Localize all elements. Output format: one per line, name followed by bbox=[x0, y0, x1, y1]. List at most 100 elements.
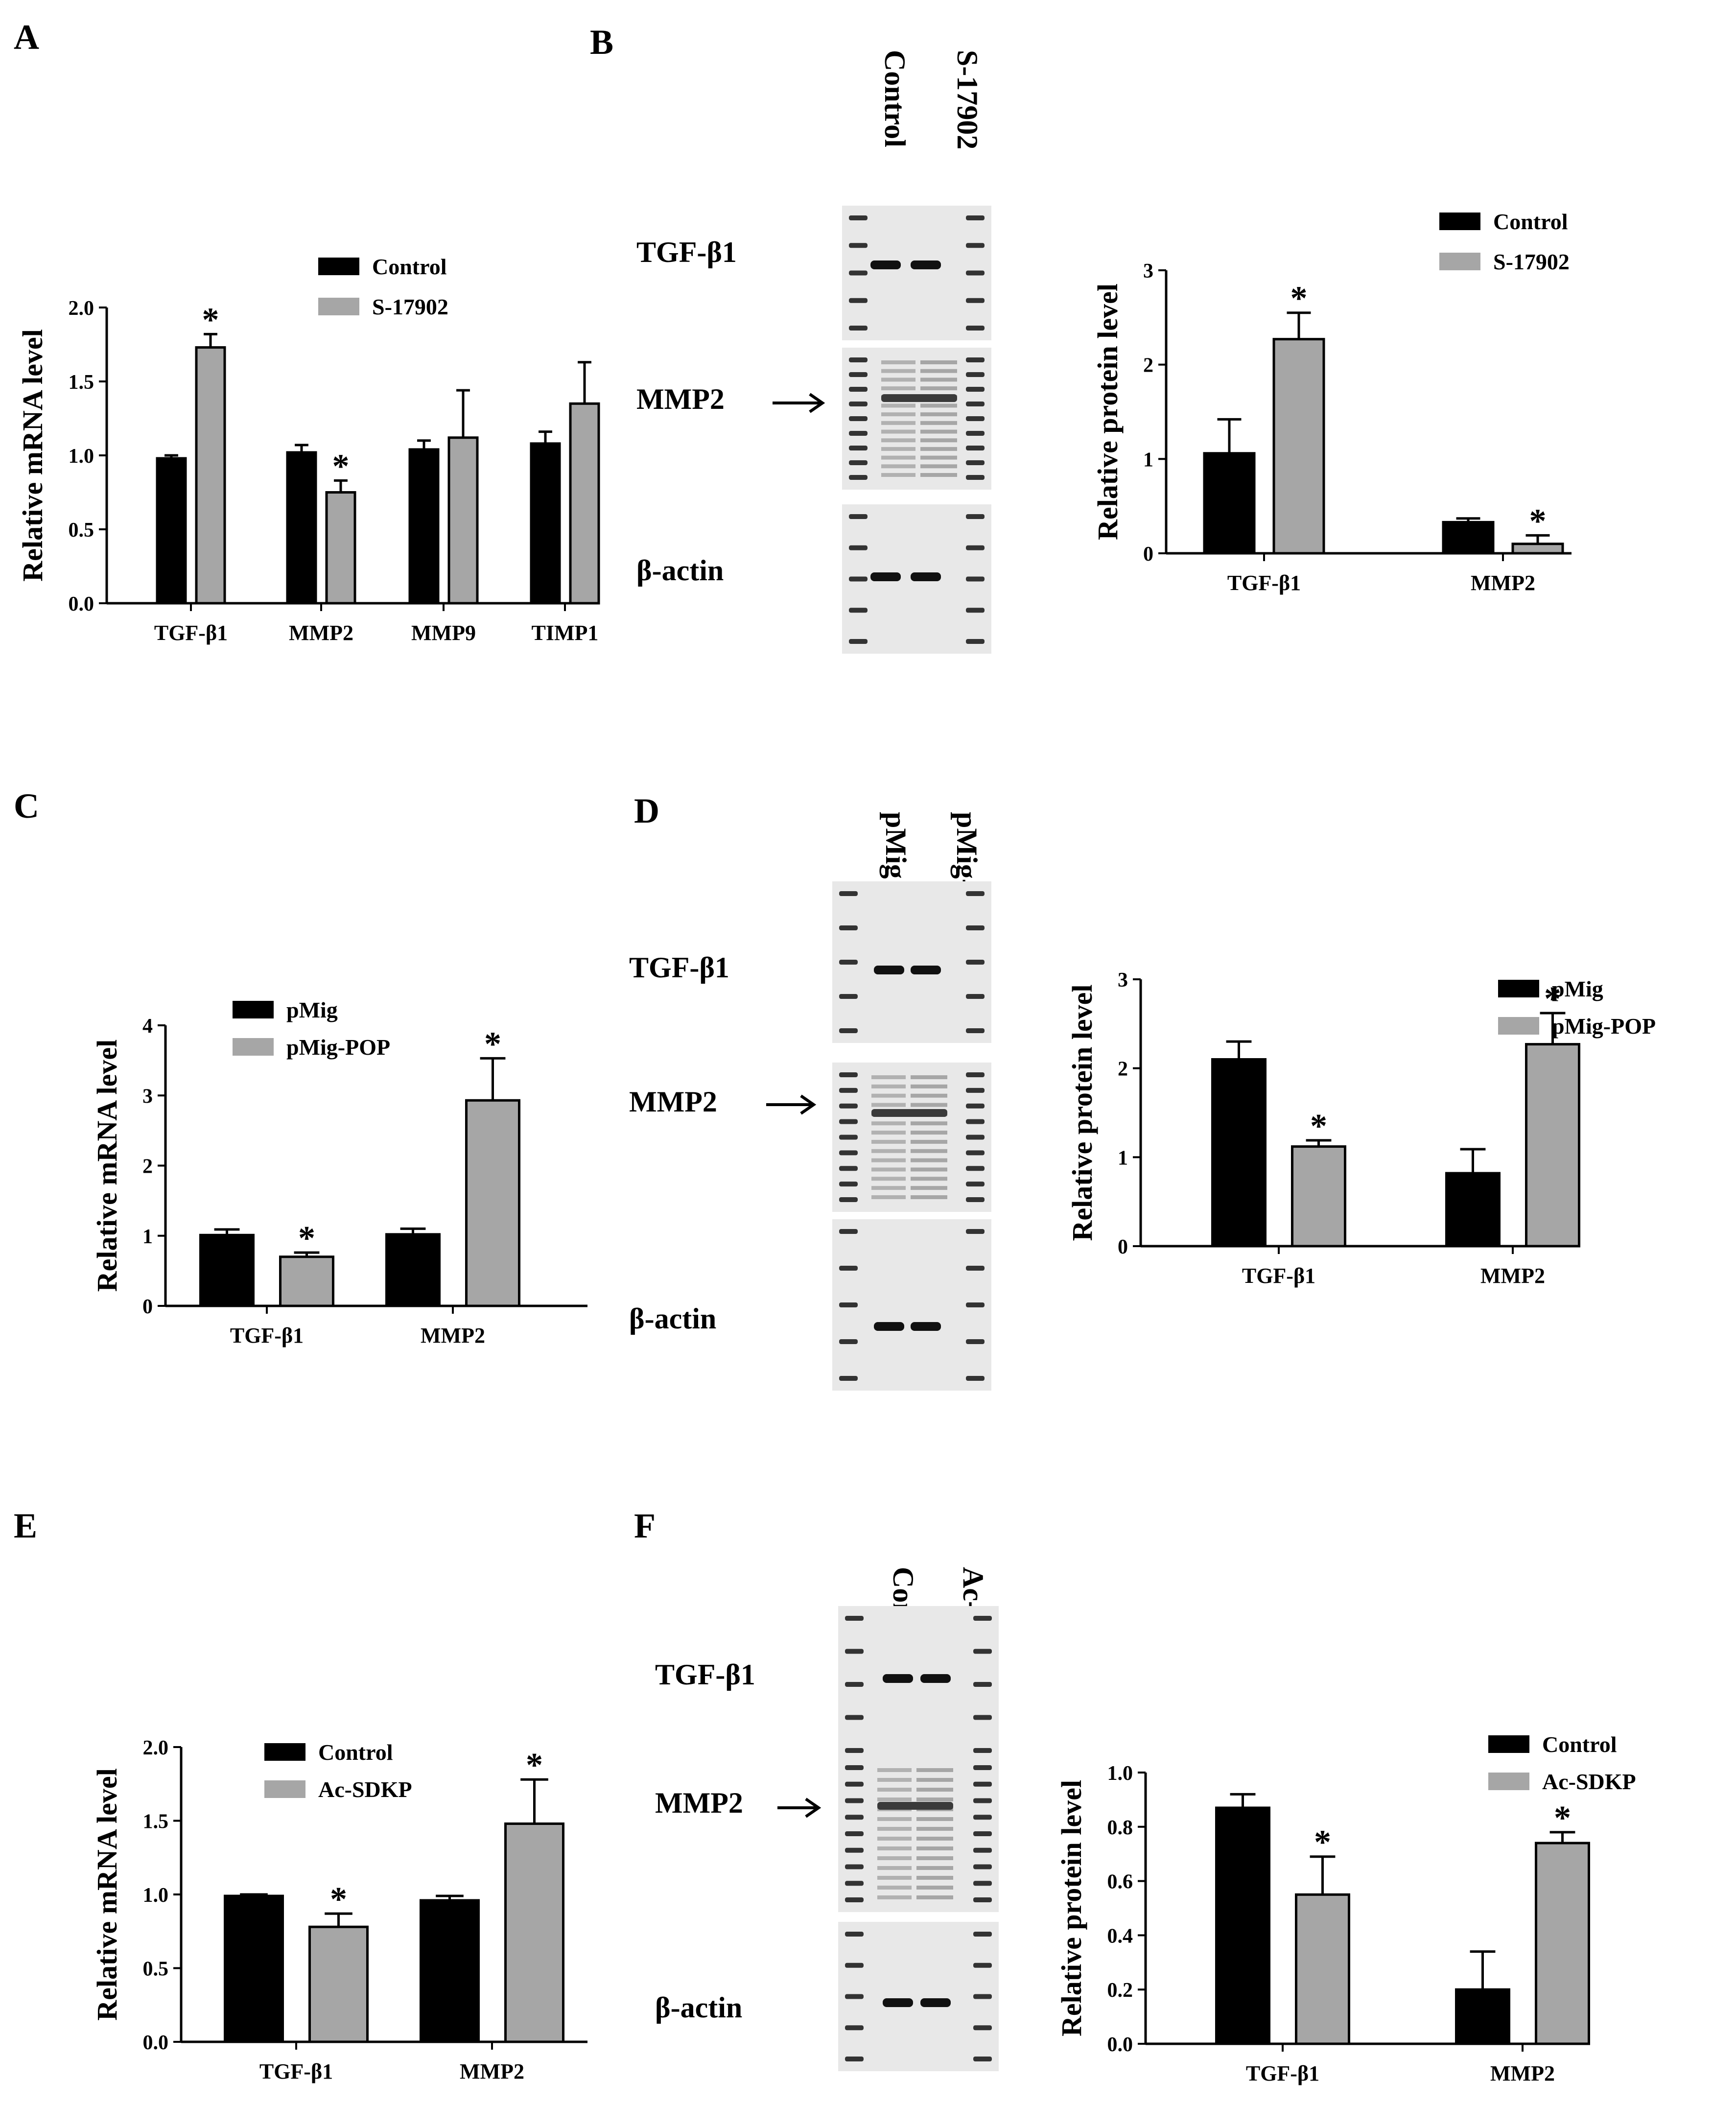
ladder-band bbox=[849, 243, 868, 248]
smear-band bbox=[916, 1846, 953, 1850]
protein-band bbox=[870, 572, 901, 581]
ladder-band bbox=[966, 1088, 985, 1093]
smear-band bbox=[881, 464, 915, 469]
band-label: MMP2 bbox=[629, 1086, 717, 1118]
band-label: TGF-β1 bbox=[655, 1658, 755, 1691]
protein-band bbox=[911, 260, 941, 269]
ladder-band bbox=[966, 1229, 985, 1234]
x-tick-label: MMP2 bbox=[1471, 571, 1535, 595]
y-tick-label: 0.5 bbox=[143, 1958, 169, 1981]
ladder-band bbox=[839, 994, 858, 999]
bar bbox=[447, 436, 479, 605]
ladder-band bbox=[966, 387, 985, 392]
bar bbox=[1211, 1058, 1267, 1248]
ladder-band bbox=[839, 1182, 858, 1187]
protein-band bbox=[874, 1322, 904, 1331]
smear-band bbox=[877, 1846, 912, 1850]
ladder-band bbox=[839, 1229, 858, 1234]
smear-band bbox=[916, 1788, 953, 1792]
mmp2-band bbox=[881, 394, 957, 402]
y-tick-label: 3 bbox=[1118, 969, 1128, 992]
ladder-band bbox=[839, 960, 858, 965]
smear-band bbox=[920, 421, 957, 425]
ladder-band bbox=[839, 1028, 858, 1033]
smear-band bbox=[871, 1158, 906, 1162]
smear-band bbox=[920, 412, 957, 417]
chart-panel-c: 0 1 2 3 4 Relative mRNA level TGF-β1 * MMP2 * pMig… bbox=[91, 997, 587, 1348]
x-tick-label: MMP9 bbox=[411, 621, 476, 645]
band-label: β-actin bbox=[629, 1302, 716, 1335]
smear-band bbox=[920, 360, 957, 364]
smear-band bbox=[920, 378, 957, 382]
y-tick-label: 2.0 bbox=[143, 1737, 169, 1759]
x-tick-label: MMP2 bbox=[1490, 2061, 1555, 2085]
chart-panel-a: 0.0 0.5 1.0 1.5 2.0 Relative mRNA level TGF-β1… bbox=[17, 254, 600, 645]
y-tick-label: 0 bbox=[1118, 1236, 1128, 1258]
ladder-band bbox=[966, 994, 985, 999]
legend-label: pMig bbox=[286, 997, 338, 1022]
legend-label: Control bbox=[372, 254, 447, 279]
bar bbox=[569, 402, 600, 605]
significance-mark: * bbox=[1314, 1824, 1331, 1862]
smear-band bbox=[920, 447, 957, 451]
ladder-band bbox=[966, 639, 985, 644]
y-tick-label: 0.6 bbox=[1107, 1871, 1133, 1893]
ladder-band bbox=[849, 387, 868, 392]
legend-swatch bbox=[1488, 1773, 1529, 1790]
smear-band bbox=[920, 473, 957, 477]
legend-swatch bbox=[1439, 253, 1480, 270]
ladder-band bbox=[839, 1166, 858, 1171]
significance-mark: * bbox=[526, 1747, 543, 1784]
ladder-band bbox=[839, 891, 858, 896]
ladder-band bbox=[845, 1864, 864, 1869]
ladder-band bbox=[845, 1815, 864, 1820]
y-axis-title: Relative mRNA level bbox=[17, 329, 48, 581]
ladder-band bbox=[845, 1765, 864, 1770]
ladder-band bbox=[845, 1897, 864, 1902]
y-tick-label: 0 bbox=[142, 1296, 153, 1318]
ladder-band bbox=[966, 446, 985, 450]
ladder-band bbox=[973, 2057, 992, 2061]
ladder-band bbox=[966, 372, 985, 377]
smear-band bbox=[916, 1895, 953, 1899]
ladder-band bbox=[973, 1932, 992, 1937]
ladder-band bbox=[839, 1266, 858, 1271]
y-axis-title: Relative protein level bbox=[1066, 984, 1098, 1241]
ladder-band bbox=[973, 1765, 992, 1770]
smear-band bbox=[916, 1876, 953, 1880]
ladder-band bbox=[849, 514, 868, 519]
smear-band bbox=[911, 1093, 947, 1098]
blot-strip bbox=[838, 1606, 999, 1763]
bar bbox=[308, 1925, 369, 2043]
y-axis-title: Relative mRNA level bbox=[91, 1768, 123, 2020]
significance-mark: * bbox=[1310, 1108, 1327, 1145]
smear-band bbox=[877, 1827, 912, 1831]
legend-swatch bbox=[264, 1743, 305, 1761]
x-tick-label: TGF-β1 bbox=[230, 1324, 304, 1348]
ladder-band bbox=[966, 460, 985, 465]
y-tick-label: 2 bbox=[1118, 1058, 1128, 1081]
ladder-band bbox=[973, 1994, 992, 1999]
bar bbox=[199, 1233, 255, 1307]
ladder-band bbox=[973, 1781, 992, 1787]
y-tick-label: 1 bbox=[142, 1226, 153, 1248]
smear-band bbox=[911, 1158, 947, 1162]
smear-band bbox=[920, 429, 957, 434]
ladder-band bbox=[845, 2057, 864, 2061]
smear-band bbox=[911, 1139, 947, 1144]
significance-mark: * bbox=[1529, 502, 1547, 540]
ladder-band bbox=[849, 431, 868, 436]
ladder-band bbox=[845, 1649, 864, 1654]
ladder-band bbox=[845, 1994, 864, 1999]
smear-band bbox=[871, 1121, 906, 1126]
smear-band bbox=[881, 429, 915, 434]
legend-swatch bbox=[318, 258, 359, 275]
y-tick-label: 0.2 bbox=[1107, 1979, 1133, 2002]
protein-band bbox=[883, 1998, 913, 2007]
x-tick-label: TGF-β1 bbox=[1246, 2061, 1319, 2085]
ladder-band bbox=[849, 608, 868, 613]
ladder-band bbox=[973, 1616, 992, 1621]
bar bbox=[1525, 1043, 1580, 1248]
smear-band bbox=[871, 1186, 906, 1190]
bar bbox=[1535, 1842, 1590, 2045]
